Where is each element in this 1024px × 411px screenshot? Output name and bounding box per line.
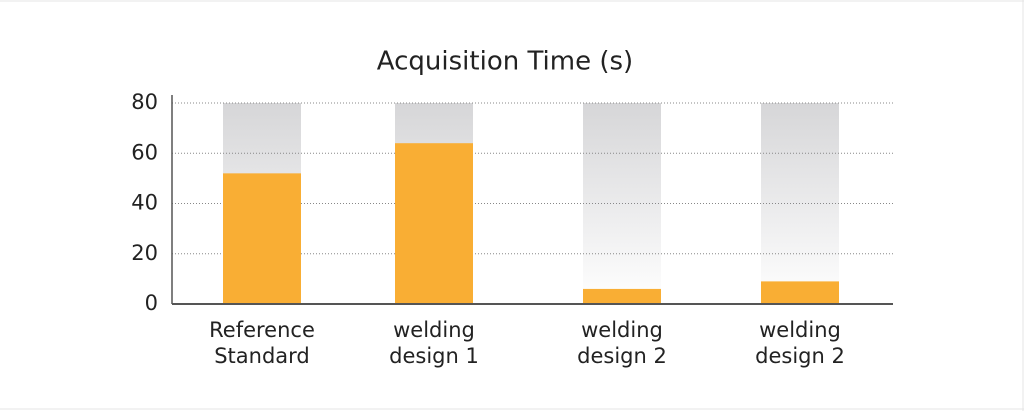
bar: [583, 288, 661, 304]
y-tick-label: 0: [145, 291, 158, 315]
bar: [761, 281, 839, 304]
y-tick-label: 60: [131, 140, 158, 164]
y-tick-label: 80: [131, 90, 158, 114]
chart-title: Acquisition Time (s): [377, 47, 633, 77]
y-tick-label: 20: [131, 241, 158, 265]
x-tick-label: Reference Standard: [209, 318, 315, 368]
x-tick-label: welding design 2: [577, 318, 667, 368]
bar: [223, 173, 301, 304]
x-tick-label: welding design 1: [389, 318, 479, 368]
x-tick-label: welding design 2: [755, 318, 845, 368]
y-tick-label: 40: [131, 191, 158, 215]
bar: [395, 143, 473, 304]
